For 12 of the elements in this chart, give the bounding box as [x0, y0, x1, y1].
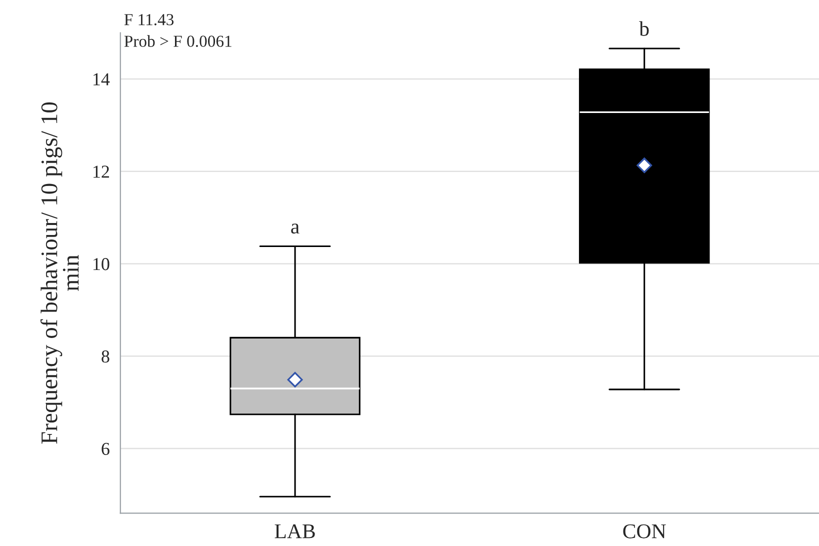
- y-tick-label: 6: [102, 442, 110, 455]
- y-tick-label: 12: [94, 166, 109, 178]
- text: F 11.43: [124, 14, 174, 26]
- y-tick-label: 8: [102, 350, 110, 363]
- y-tick-label: 14: [94, 73, 110, 86]
- x-tick-label: LAB: [274, 524, 315, 538]
- y-axis-title: Frequency of behaviour/ 10 pigs/ 10 min: [40, 102, 79, 444]
- annotation: a: [291, 224, 300, 234]
- annotation: Prob > F 0.0061: [124, 35, 232, 47]
- x-tick-label: CON: [623, 524, 666, 538]
- annotation: b: [639, 21, 649, 36]
- y-tick-label: 10: [94, 258, 110, 270]
